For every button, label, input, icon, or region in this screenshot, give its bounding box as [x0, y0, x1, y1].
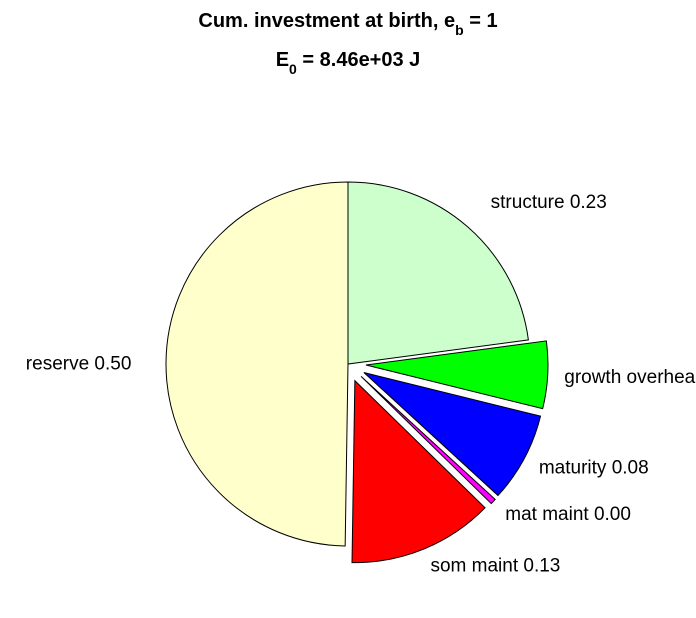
chart-title-line-1: Cum. investment at birth, eb = 1: [198, 10, 497, 38]
pie-label-4: som maint 0.13: [430, 555, 560, 576]
title-2-subscript: 0: [289, 61, 297, 77]
title-1-prefix: Cum. investment at birth, e: [198, 10, 455, 32]
pie-labels: structure 0.23 growth overhead 0.06 maturi…: [26, 192, 696, 576]
pie-slices: [165, 181, 549, 564]
title-2-suffix: = 8.46e+03 J: [297, 49, 420, 71]
title-1-subscript: b: [455, 22, 464, 38]
pie-slice-2: [363, 372, 542, 497]
pie-slice-0: [347, 181, 529, 365]
pie-label-1: growth overhead 0.06: [564, 367, 696, 388]
pie-slice-5: [165, 181, 349, 547]
pie-label-3: mat maint 0.00: [505, 504, 631, 525]
pie-slice-4: [351, 379, 486, 564]
title-2-prefix: E: [276, 49, 289, 71]
chart-title-line-2: E0 = 8.46e+03 J: [276, 49, 421, 77]
title-1-suffix: = 1: [464, 10, 498, 32]
pie-label-0: structure 0.23: [491, 192, 607, 213]
pie-label-5: reserve 0.50: [26, 353, 132, 374]
pie-slice-3: [360, 376, 496, 505]
pie-slice-1: [365, 340, 549, 410]
pie-label-2: maturity 0.08: [539, 457, 649, 478]
